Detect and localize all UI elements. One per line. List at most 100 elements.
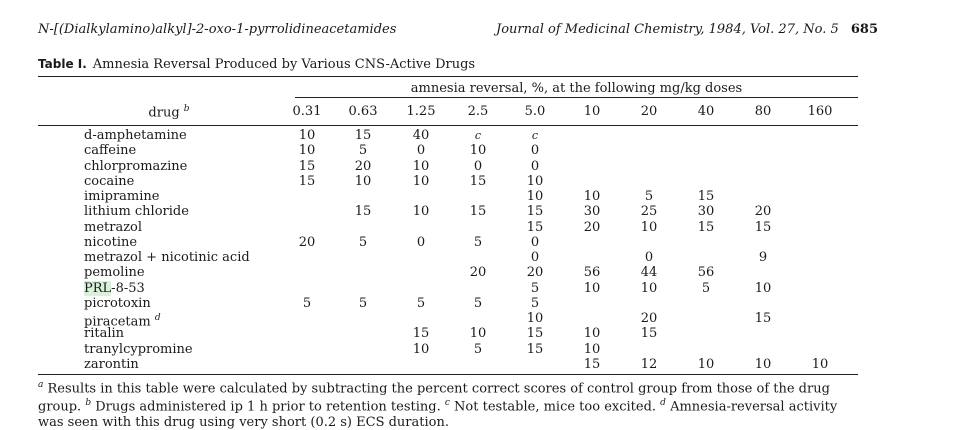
- drug-name-text: tranylcypromine: [84, 342, 193, 357]
- dose-header: 2.5: [467, 104, 489, 119]
- running-title: N-[(Dialkylamino)alkyl]-2-oxo-1-pyrrolid…: [38, 22, 397, 37]
- drug-header-footnote-mark: b: [183, 104, 190, 114]
- drug-name-text: picrotoxin: [84, 296, 151, 311]
- table-cell: 10: [583, 342, 601, 357]
- table-cell: 44: [640, 265, 658, 280]
- drug-name-text: cocaine: [84, 174, 135, 189]
- table-cell: 0: [473, 159, 483, 174]
- table-cell: 15: [526, 342, 544, 357]
- table-cell: 10: [697, 357, 715, 372]
- drug-name: lithium chloride: [84, 204, 189, 219]
- table-title: Table I. Amnesia Reversal Produced by Var…: [38, 57, 475, 72]
- table-cell: 10: [412, 204, 430, 219]
- footnote-b-text: Drugs administered ip 1 h prior to reten…: [95, 399, 441, 415]
- dose-header: 0.31: [292, 104, 322, 119]
- drug-name: tranylcypromine: [84, 342, 193, 357]
- dose-header: 5.0: [524, 104, 546, 119]
- table-bottom-rule: [38, 374, 858, 375]
- drug-name: metrazol: [84, 220, 142, 235]
- table-cell: 5: [358, 296, 368, 311]
- drug-name-text: lithium chloride: [84, 204, 189, 219]
- table-cell: 56: [697, 265, 715, 280]
- drug-name: nicotine: [84, 235, 137, 250]
- table-cell: c: [531, 129, 539, 142]
- table-cell: 10: [469, 143, 487, 158]
- table-cell: 10: [583, 326, 601, 341]
- drug-name: piracetam d: [84, 311, 161, 329]
- table-cell: 5: [358, 143, 368, 158]
- table-cell: 10: [811, 357, 829, 372]
- table-cell: 30: [583, 204, 601, 219]
- table-cell: 30: [697, 204, 715, 219]
- drug-name: pemoline: [84, 265, 145, 280]
- table-cell: 15: [526, 220, 544, 235]
- drug-name: imipramine: [84, 189, 159, 204]
- table-cell: 10: [754, 357, 772, 372]
- table-cell: 20: [298, 235, 316, 250]
- table-cell: 10: [412, 159, 430, 174]
- table-cell: 10: [354, 174, 372, 189]
- table-cell: 20: [354, 159, 372, 174]
- table-cell: 0: [416, 235, 426, 250]
- drug-name-text: metrazol + nicotinic acid: [84, 250, 250, 265]
- drug-name-text: zarontin: [84, 357, 139, 372]
- journal-citation: Journal of Medicinal Chemistry, 1984, Vo…: [496, 22, 839, 37]
- table-cell: c: [474, 129, 482, 142]
- footnote-a-mark: a: [38, 380, 44, 390]
- drug-name-text: pemoline: [84, 265, 145, 280]
- table-cell: 15: [412, 326, 430, 341]
- table-top-rule: [38, 76, 858, 77]
- table-cell: 15: [754, 220, 772, 235]
- table-cell: 10: [298, 128, 316, 143]
- table-cell: 10: [298, 143, 316, 158]
- table-cell: 15: [469, 174, 487, 189]
- table-cell: 0: [530, 159, 540, 174]
- table-cell: 10: [754, 281, 772, 296]
- table-cell: 0: [416, 143, 426, 158]
- table-cell: 20: [754, 204, 772, 219]
- drug-name: d-amphetamine: [84, 128, 187, 143]
- footnote-a-text: Results in this table were calculated by…: [38, 381, 830, 415]
- dose-header: 1.25: [406, 104, 436, 119]
- table-cell: 20: [640, 311, 658, 326]
- table-cell: 10: [526, 174, 544, 189]
- spanner-rule: [295, 97, 858, 98]
- drug-name-text: ritalin: [84, 326, 125, 341]
- table-cell: 15: [697, 220, 715, 235]
- table-cell: 5: [701, 281, 711, 296]
- header-bottom-rule: [38, 125, 858, 126]
- table-cell: 5: [530, 296, 540, 311]
- drug-name-highlight: PRL: [84, 281, 112, 296]
- page-header: N-[(Dialkylamino)alkyl]-2-oxo-1-pyrrolid…: [38, 22, 878, 42]
- dose-header: 160: [807, 104, 833, 119]
- table-cell: 15: [298, 159, 316, 174]
- dose-spanner-header: amnesia reversal, %, at the following mg…: [410, 81, 743, 96]
- dose-header: 80: [754, 104, 772, 119]
- table-cell: 12: [640, 357, 658, 372]
- table-cell: 10: [412, 342, 430, 357]
- drug-name-text: caffeine: [84, 143, 137, 158]
- table-cell: 15: [354, 128, 372, 143]
- footnote-b-mark: b: [85, 398, 92, 409]
- table-cell: 10: [469, 326, 487, 341]
- table-cell: 10: [640, 220, 658, 235]
- footnote-d-mark: d: [660, 398, 666, 409]
- table-cell: 15: [640, 326, 658, 341]
- table-cell: 5: [530, 281, 540, 296]
- drug-name: chlorpromazine: [84, 159, 187, 174]
- table-cell: 25: [640, 204, 658, 219]
- dose-header: 20: [640, 104, 658, 119]
- table-cell: 5: [416, 296, 426, 311]
- drug-name: metrazol + nicotinic acid: [84, 250, 250, 265]
- table-cell: 15: [298, 174, 316, 189]
- footnote-c-text: Not testable, mice too excited.: [454, 399, 657, 415]
- table-cell: 10: [526, 189, 544, 204]
- table-cell: 5: [473, 235, 483, 250]
- table-cell: 10: [412, 174, 430, 189]
- drug-header-label: drug: [148, 105, 180, 121]
- table-cell: 20: [526, 265, 544, 280]
- table-cell: 20: [583, 220, 601, 235]
- table-cell: 40: [412, 128, 430, 143]
- table-cell: 0: [530, 143, 540, 158]
- table-cell: 9: [758, 250, 768, 265]
